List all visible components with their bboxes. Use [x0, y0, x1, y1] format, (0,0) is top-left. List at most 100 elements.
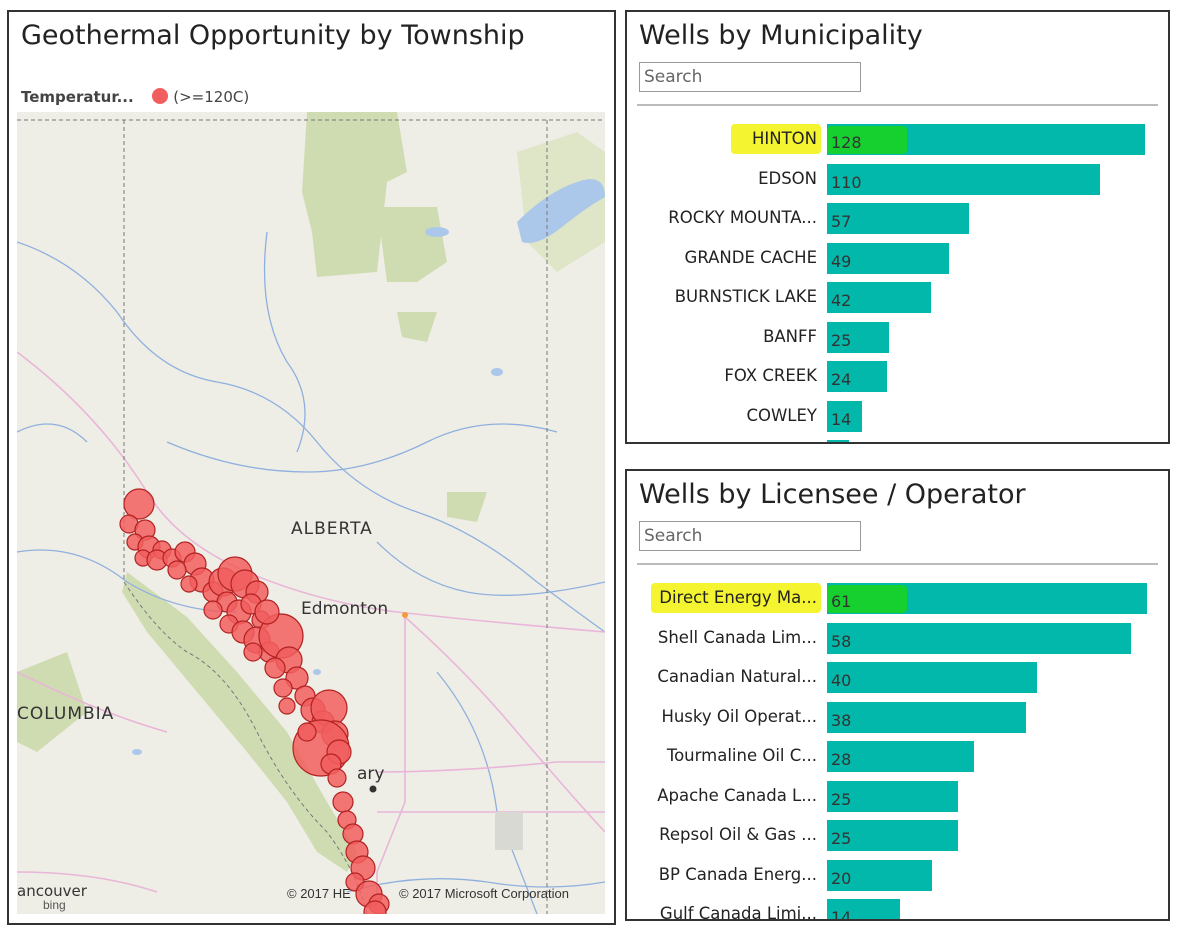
- bar-value: 20: [831, 868, 852, 888]
- municipality-bar-list: HINTON 128 EDSON 110 ROCKY MOUNTA... 57 GRANDE…: [627, 116, 1168, 442]
- geothermal-bubble[interactable]: [167, 560, 187, 580]
- bar-label: Gulf Canada Limi...: [659, 904, 817, 919]
- geothermal-bubble[interactable]: [203, 600, 223, 620]
- map-panel-title: Geothermal Opportunity by Township: [21, 20, 525, 51]
- calgary-marker: [369, 785, 377, 793]
- legend-title: Temperatur...: [21, 88, 134, 106]
- bar-value: 25: [831, 330, 852, 350]
- bar-row[interactable]: Tourmaline Oil C... 28: [627, 741, 1168, 780]
- bar-row[interactable]: Husky Oil Operat... 38: [627, 701, 1168, 741]
- licensee-bar-list: Direct Energy Ma... 61 Shell Canada Lim...…: [627, 575, 1168, 919]
- bar-row[interactable]: Gulf Canada Limi... 14: [627, 899, 1168, 919]
- bar-row[interactable]: GRANDE CACHE 49: [627, 242, 1168, 282]
- bar[interactable]: [827, 820, 958, 851]
- bar[interactable]: [827, 203, 969, 234]
- bar[interactable]: [827, 859, 932, 891]
- bar[interactable]: [827, 321, 889, 353]
- legend-dot-icon: [152, 88, 169, 104]
- bar-row[interactable]: Canadian Natural... 40: [627, 662, 1168, 701]
- map-legend: Temperatur... (>=120C): [21, 88, 249, 106]
- bar-value: 24: [831, 370, 852, 389]
- bar[interactable]: [827, 780, 958, 812]
- bar-row[interactable]: COWLEY 14: [627, 400, 1168, 440]
- bar[interactable]: [827, 662, 1037, 693]
- highlight-mark-value: [827, 585, 907, 613]
- copyright-here: © 2017 HE: [287, 886, 351, 901]
- geothermal-bubble[interactable]: [332, 791, 354, 813]
- map-canvas[interactable]: ALBERTA Edmonton COLUMBIA ary ancouver b…: [17, 112, 605, 914]
- geothermal-bubble[interactable]: [273, 678, 293, 698]
- geothermal-bubble[interactable]: [278, 697, 296, 715]
- bar[interactable]: [827, 899, 900, 919]
- bar-label: Repsol Oil & Gas ...: [659, 825, 817, 844]
- bar-row[interactable]: Shell Canada Lim... 58: [627, 622, 1168, 662]
- bar-row[interactable]: FOX CREEK 24: [627, 361, 1168, 400]
- bar-row[interactable]: ROCKY MOUNTA... 57: [627, 203, 1168, 242]
- bar-value: 25: [831, 829, 852, 848]
- bar[interactable]: [827, 163, 1100, 195]
- geothermal-bubble[interactable]: [254, 599, 280, 625]
- geothermal-bubble[interactable]: [363, 900, 387, 914]
- bar-label: FOX CREEK: [724, 366, 817, 385]
- geothermal-bubble[interactable]: [123, 488, 155, 520]
- bar[interactable]: [827, 701, 1026, 733]
- bar-value: 40: [831, 671, 852, 690]
- geothermal-bubbles: [119, 488, 390, 914]
- bar-label: Tourmaline Oil C...: [666, 746, 817, 765]
- geothermal-bubble[interactable]: [285, 666, 309, 690]
- bar-row[interactable]: HINTON 128: [627, 124, 1168, 163]
- bar-value: 42: [831, 291, 852, 310]
- geothermal-bubble[interactable]: [264, 657, 286, 679]
- label-edmonton: Edmonton: [301, 599, 389, 619]
- municipality-search-input[interactable]: Search: [639, 62, 861, 92]
- licensee-divider: [637, 563, 1158, 565]
- highlight-mark: [651, 583, 821, 613]
- highlight-mark-value: [827, 126, 907, 154]
- gray-area: [495, 812, 523, 850]
- map-panel: Geothermal Opportunity by Township Tempe…: [7, 10, 616, 925]
- bar-row[interactable]: Repsol Oil & Gas ... 25: [627, 820, 1168, 859]
- bar-value: 25: [831, 789, 852, 809]
- bar[interactable]: [827, 400, 862, 432]
- bar-label: HINTON: [751, 129, 817, 148]
- bar-value: 28: [831, 750, 852, 769]
- bar[interactable]: [827, 622, 1131, 654]
- bar-row[interactable]: BURNSTICK LAKE 42: [627, 282, 1168, 321]
- bar-value: 128: [831, 133, 862, 152]
- bar-label: Husky Oil Operat...: [661, 706, 817, 726]
- bar-label: BP Canada Energ...: [658, 864, 817, 884]
- licensee-panel-title: Wells by Licensee / Operator: [639, 479, 1026, 510]
- licensee-search-input[interactable]: Search: [639, 521, 861, 551]
- bar[interactable]: [827, 361, 887, 392]
- highlight-mark: [731, 124, 821, 154]
- geothermal-bubble[interactable]: [297, 722, 317, 742]
- bar-row[interactable]: Apache Canada L... 25: [627, 780, 1168, 820]
- bar-label: Canadian Natural...: [657, 667, 817, 686]
- copyright-microsoft: © 2017 Microsoft Corporation: [399, 886, 569, 901]
- bar-row[interactable]: EDSON 110: [627, 163, 1168, 203]
- bar-row[interactable]: BANFF 25: [627, 321, 1168, 361]
- label-columbia: COLUMBIA: [17, 704, 115, 724]
- bar-label: BANFF: [763, 326, 817, 346]
- geothermal-bubble[interactable]: [180, 575, 198, 593]
- bar[interactable]: [827, 741, 974, 772]
- geothermal-bubble[interactable]: [327, 768, 347, 788]
- legend-item-label: (>=120C): [173, 88, 250, 106]
- bar[interactable]: [827, 282, 931, 313]
- licensee-panel: Wells by Licensee / Operator Search Dire…: [625, 469, 1170, 921]
- bar-value: 38: [831, 710, 852, 730]
- bar-label: Direct Energy Ma...: [659, 588, 817, 607]
- bar-row-partial: [627, 440, 1168, 442]
- municipality-divider: [637, 104, 1158, 106]
- bar[interactable]: [827, 242, 949, 274]
- bing-logo: bing: [43, 898, 66, 912]
- label-calgary-partial: ary: [357, 764, 385, 784]
- municipality-panel-title: Wells by Municipality: [639, 20, 923, 51]
- bar-value: 14: [831, 908, 852, 919]
- bar-row[interactable]: BP Canada Energ... 20: [627, 859, 1168, 899]
- bar-row[interactable]: Direct Energy Ma... 61: [627, 583, 1168, 622]
- map-svg: [17, 112, 605, 914]
- label-alberta: ALBERTA: [291, 519, 373, 539]
- bar-label: Shell Canada Lim...: [657, 627, 817, 647]
- geothermal-bubble[interactable]: [243, 642, 263, 662]
